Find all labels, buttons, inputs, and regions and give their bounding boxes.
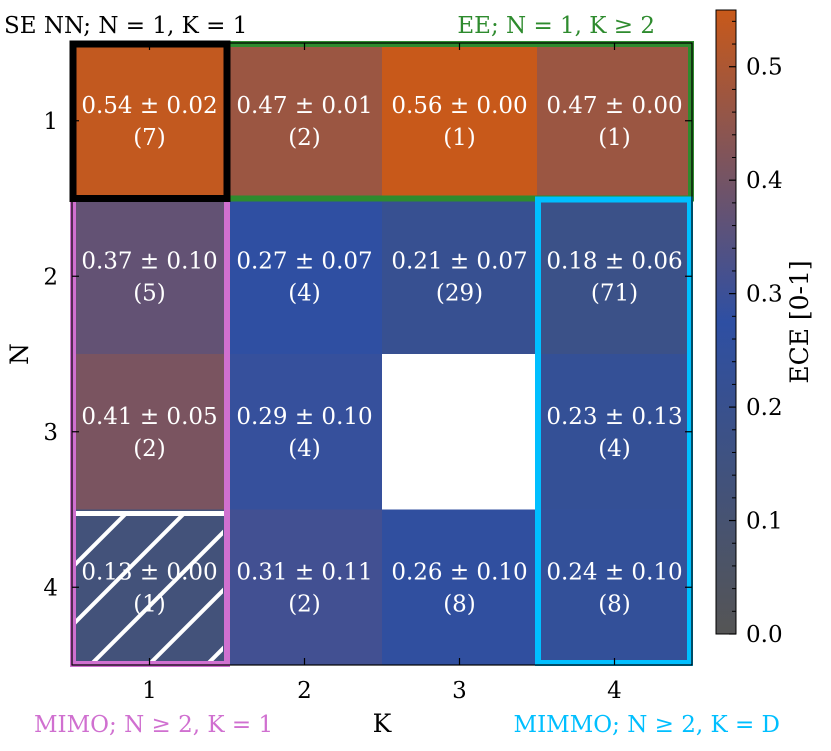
cell-value-label: 0.27 ± 0.07 (236, 248, 372, 274)
cell-value-label: 0.18 ± 0.06 (546, 248, 682, 274)
cell-count-label: (4) (288, 280, 321, 306)
x-tick-label: 2 (297, 678, 312, 704)
colorbar-tick-label: 0.0 (746, 622, 783, 648)
cell-value-label: 0.23 ± 0.13 (546, 404, 682, 430)
cell-count-label: (4) (288, 436, 321, 462)
colorbar-tick-label: 0.2 (746, 395, 783, 421)
empty-cell (382, 354, 537, 510)
x-axis-label: K (373, 709, 393, 738)
cell-count-label: (5) (133, 280, 166, 306)
heatmap-cell (382, 509, 537, 665)
colorbar: 0.0 0.1 0.2 0.3 0.4 0.5 ECE [0-1] (715, 9, 814, 648)
cell-value-label: 0.47 ± 0.01 (236, 93, 372, 119)
mimo-title: MIMO; N ≥ 2, K = 1 (34, 712, 273, 738)
y-tick-label: 1 (43, 109, 58, 135)
cell-count-label: (8) (598, 591, 631, 617)
heatmap-cell (72, 43, 227, 199)
heatmap-cell (382, 198, 537, 354)
hatch-line (76, 515, 185, 625)
cell-value-label: 0.26 ± 0.10 (391, 559, 527, 585)
cell-value-label: 0.21 ± 0.07 (391, 248, 527, 274)
cell-count-label: (8) (443, 591, 476, 617)
heatmap-cell (537, 43, 692, 199)
se-nn-title: SE NN; N = 1, K = 1 (4, 13, 247, 39)
cell-value-label: 0.54 ± 0.02 (81, 93, 217, 119)
cell-value-label: 0.13 ± 0.00 (81, 559, 217, 585)
y-tick-label: 3 (43, 420, 58, 446)
heatmap-cell (227, 198, 382, 354)
cell-value-label: 0.37 ± 0.10 (81, 248, 217, 274)
colorbar-label: ECE [0-1] (785, 260, 814, 383)
heatmap-cell (72, 198, 227, 354)
hatch-line (0, 510, 72, 666)
cell-count-label: (2) (133, 436, 166, 462)
cell-count-label: (29) (436, 280, 483, 306)
x-tick-label: 4 (607, 678, 622, 704)
x-tick-label: 3 (452, 678, 467, 704)
cell-value-label: 0.56 ± 0.00 (391, 93, 527, 119)
y-axis-label: N (5, 343, 34, 365)
cell-count-label: (1) (598, 125, 631, 151)
heatmap-cell (537, 509, 692, 665)
cell-value-label: 0.41 ± 0.05 (81, 404, 217, 430)
cell-value-label: 0.24 ± 0.10 (546, 559, 682, 585)
cell-count-label: (2) (288, 591, 321, 617)
axes: 1 2 3 4 1 2 3 4 K N (5, 42, 693, 738)
heatmap-cell (537, 354, 692, 510)
heatmap-cells (72, 43, 692, 665)
cell-count-label: (2) (288, 125, 321, 151)
hatch-line (147, 587, 223, 663)
cell-count-label: (4) (598, 436, 631, 462)
hatch-overlay (0, 510, 227, 666)
cell-value-label: 0.31 ± 0.11 (236, 559, 372, 585)
plot-frame (71, 42, 693, 666)
colorbar-tick-label: 0.5 (746, 55, 783, 81)
heatmap-cell (227, 354, 382, 510)
cell-value-label: 0.47 ± 0.00 (546, 93, 682, 119)
x-tick-label: 1 (142, 678, 157, 704)
cell-count-label: (1) (133, 591, 166, 617)
heatmap-cell (227, 509, 382, 665)
group-titles: SE NN; N = 1, K = 1 EE; N = 1, K ≥ 2 MIMO;… (4, 13, 780, 738)
heatmap-cell (72, 509, 227, 665)
heatmap-cell (72, 354, 227, 510)
hatch-line (89, 529, 223, 663)
cell-labels: 0.54 ± 0.02 (7) 0.47 ± 0.01 (2) 0.56 ± 0.00 (… (81, 93, 682, 618)
colorbar-tick-label: 0.1 (746, 509, 783, 535)
heatmap-cell (382, 43, 537, 199)
hatch-line (76, 515, 127, 567)
heatmap-cell (227, 43, 382, 199)
heatmap-cell (537, 198, 692, 354)
ee-title: EE; N = 1, K ≥ 2 (457, 13, 655, 39)
cell-count-label: (71) (591, 280, 638, 306)
mimmo-title: MIMMO; N ≥ 2, K = D (514, 712, 780, 738)
y-tick-label: 4 (43, 575, 58, 601)
hatch-pattern (0, 510, 223, 666)
y-tick-label: 2 (43, 264, 58, 290)
colorbar-gradient (715, 9, 737, 635)
cell-value-label: 0.29 ± 0.10 (236, 404, 372, 430)
colorbar-tick-label: 0.4 (746, 168, 783, 194)
cell-count-label: (7) (133, 125, 166, 151)
colorbar-tick-label: 0.3 (746, 282, 783, 308)
cell-count-label: (1) (443, 125, 476, 151)
